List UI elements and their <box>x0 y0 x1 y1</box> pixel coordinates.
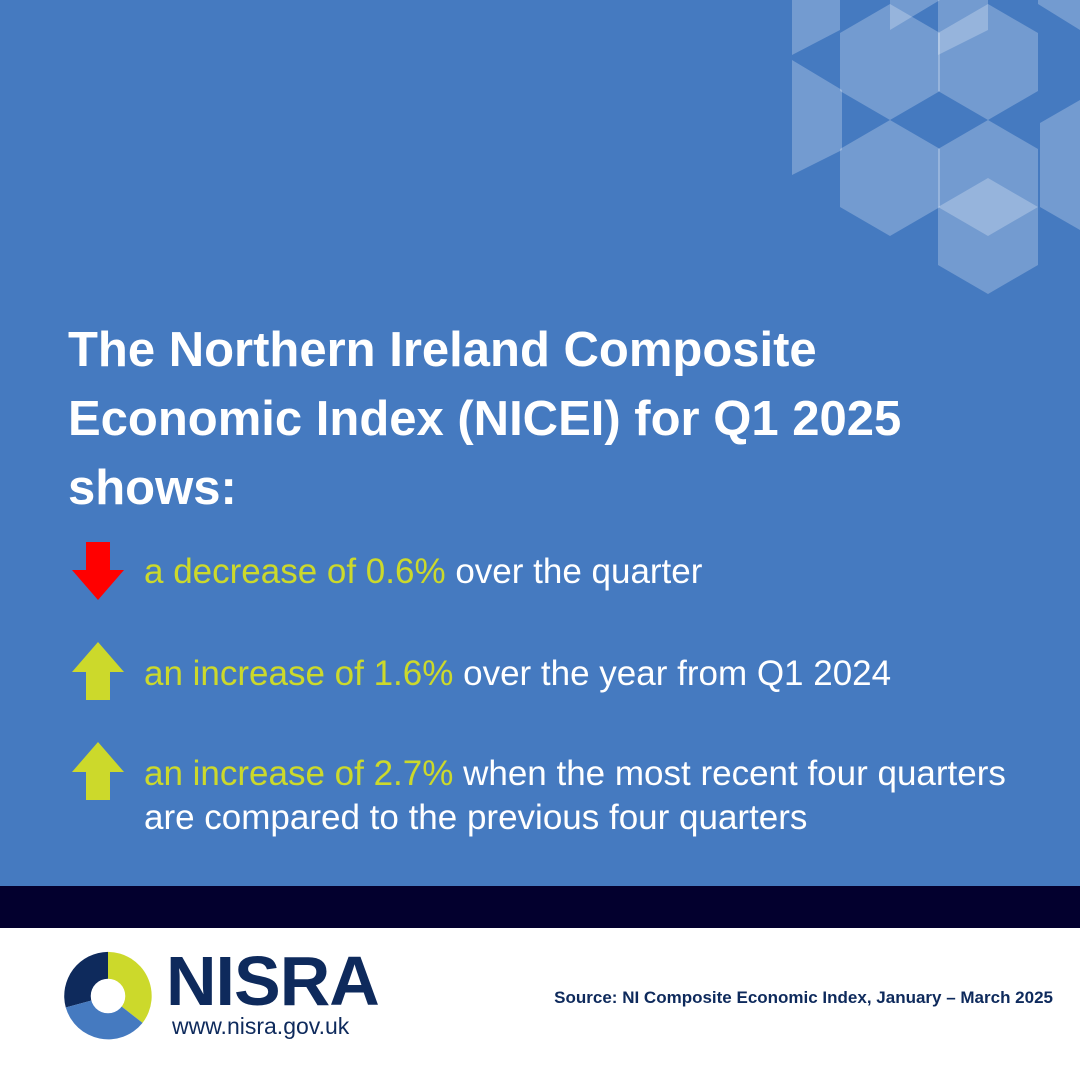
infographic-panel: The Northern Ireland Composite Economic … <box>0 0 1080 886</box>
stat-highlight: a decrease of 0.6% <box>144 552 446 591</box>
stat-highlight: an increase of 1.6% <box>144 654 454 693</box>
arrow-up-icon <box>72 642 124 700</box>
stat-text: an increase of 1.6% over the year from Q… <box>144 652 1044 696</box>
headline-line-3: shows: <box>68 461 237 515</box>
arrow-up-icon <box>72 742 124 800</box>
stat-description: over the quarter <box>445 552 703 591</box>
headline-line-2: Economic Index (NICEI) for Q1 2025 <box>68 392 902 446</box>
headline-line-1: The Northern Ireland Composite <box>68 323 817 377</box>
divider-band <box>0 886 1080 928</box>
source-note: Source: NI Composite Economic Index, Jan… <box>554 988 1053 1007</box>
stat-highlight: an increase of 2.7% <box>144 754 454 793</box>
stat-description: over the year from Q1 2024 <box>453 654 892 693</box>
footer: NISRA www.nisra.gov.uk Source: NI Compos… <box>0 928 1080 1080</box>
stat-description: when the most recent four quarters are c… <box>144 754 1006 837</box>
logo-name: NISRA <box>166 942 380 1020</box>
nisra-logo-icon <box>64 951 152 1040</box>
headline: The Northern Ireland Composite Economic … <box>68 316 1048 523</box>
stat-text: a decrease of 0.6% over the quarter <box>144 550 1044 594</box>
website-link[interactable]: www.nisra.gov.uk <box>172 1013 350 1039</box>
arrow-down-icon <box>72 542 124 600</box>
hexagon-pattern-decoration <box>792 0 1080 294</box>
stat-text: an increase of 2.7% when the most recent… <box>144 752 1044 840</box>
